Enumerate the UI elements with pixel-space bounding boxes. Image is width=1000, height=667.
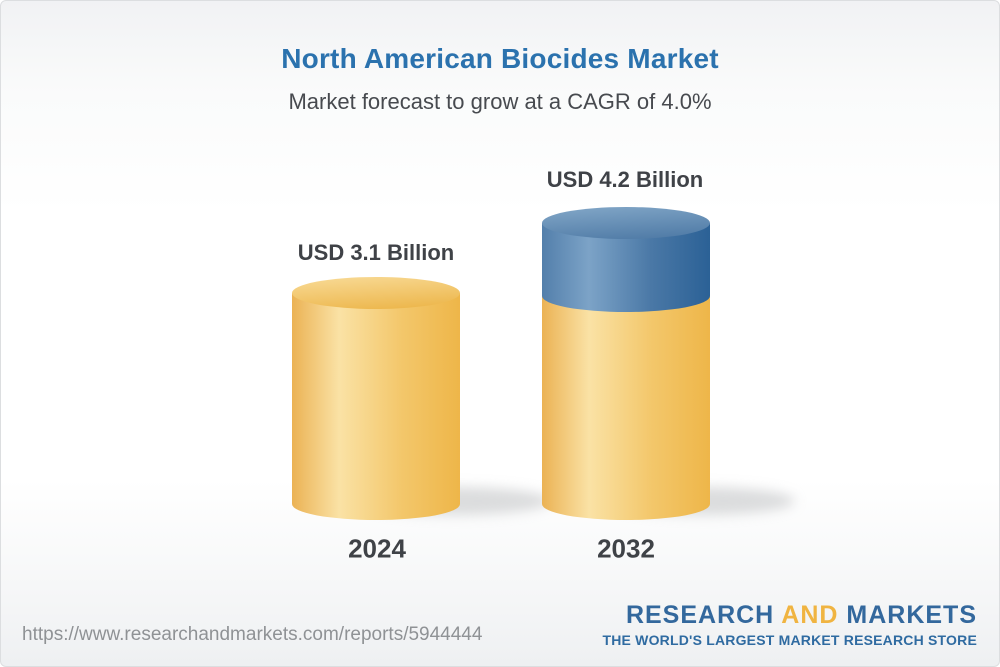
value-label-2024: USD 3.1 Billion xyxy=(297,240,455,265)
category-label-2032: 2032 xyxy=(597,533,655,564)
logo-tagline: THE WORLD'S LARGEST MARKET RESEARCH STOR… xyxy=(602,631,977,648)
logo-word-markets: MARKETS xyxy=(846,601,977,629)
cylinder-2032-base-body xyxy=(542,296,710,520)
cylinder-2032 xyxy=(542,207,710,520)
value-label-2032: USD 4.2 Billion xyxy=(546,167,704,192)
chart-title: North American Biocides Market xyxy=(281,43,719,74)
logo-word-and: AND xyxy=(781,601,839,629)
cylinder-2024-body xyxy=(292,293,460,520)
cylinder-2024 xyxy=(292,277,460,520)
report-url-link[interactable]: https://www.researchandmarkets.com/repor… xyxy=(22,624,483,645)
category-label-2024: 2024 xyxy=(348,533,406,564)
logo-wordmark: RESEARCH AND MARKETS xyxy=(602,601,977,630)
cylinder-2032-growth-body xyxy=(542,223,710,312)
chart-subtitle: Market forecast to grow at a CAGR of 4.0… xyxy=(288,89,712,114)
cylinder-2024-top xyxy=(292,277,460,309)
logo-word-research: RESEARCH xyxy=(625,601,775,629)
cylinder-2032-top xyxy=(542,207,710,239)
research-and-markets-logo: RESEARCH AND MARKETS THE WORLD'S LARGEST… xyxy=(602,601,977,648)
